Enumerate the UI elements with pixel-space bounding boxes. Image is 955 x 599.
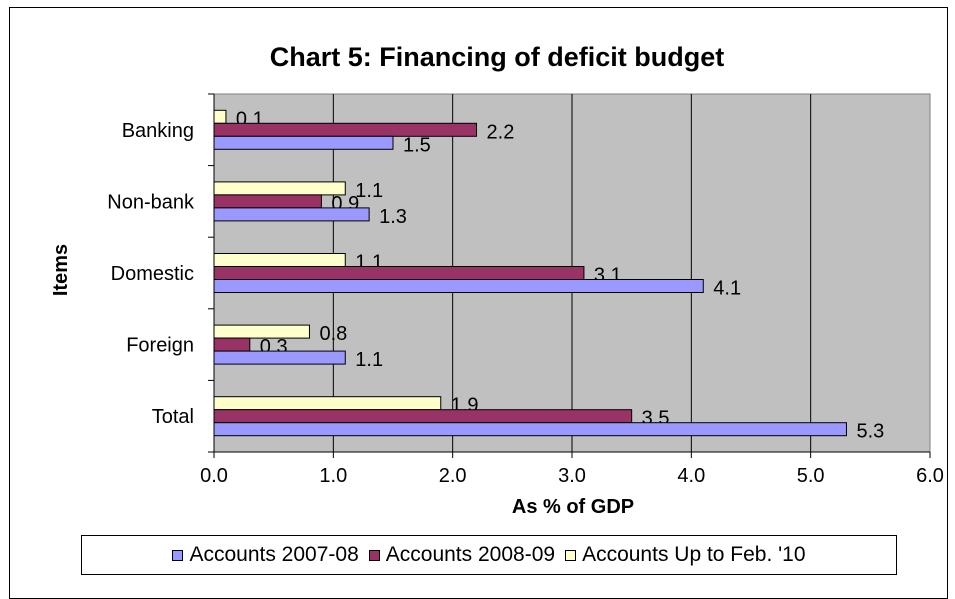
legend-label: Accounts 2007-08 [189, 543, 359, 566]
x-tick-label: 0.0 [200, 465, 228, 487]
bar [213, 324, 310, 339]
data-label: 1.1 [355, 349, 383, 371]
y-tick-label: Total [152, 406, 194, 428]
data-label: 1.1 [355, 180, 383, 202]
legend-item: Accounts 2008-09 [368, 543, 556, 567]
x-tick-label: 3.0 [558, 465, 586, 487]
y-tick-label: Non-bank [107, 191, 195, 213]
data-label: 2.2 [487, 121, 515, 143]
bar [213, 207, 370, 222]
bar [213, 266, 585, 280]
x-tick-label: 4.0 [677, 465, 705, 487]
chart-title: Chart 5: Financing of deficit budget [270, 42, 725, 72]
y-tick-label: Foreign [126, 335, 194, 357]
x-tick-label: 2.0 [439, 465, 467, 487]
data-label: 5.3 [856, 421, 884, 443]
bar [213, 396, 442, 411]
bar [213, 109, 227, 124]
y-tick-label: Domestic [111, 263, 194, 285]
bar [213, 122, 478, 137]
legend: Accounts 2007-08 Accounts 2008-09 Accoun… [81, 535, 897, 575]
legend-item: Accounts 2007-08 [172, 543, 359, 567]
x-axis-label: As % of GDP [512, 496, 634, 518]
data-label: 0.8 [319, 323, 347, 345]
data-label: 4.1 [713, 278, 741, 300]
legend-label: Accounts Up to Feb. '10 [582, 543, 806, 566]
legend-swatch-feb-10 [565, 549, 577, 561]
bar [213, 194, 322, 209]
legend-item: Accounts Up to Feb. '10 [565, 543, 806, 567]
legend-label: Accounts 2008-09 [385, 543, 556, 566]
legend-swatch-2008-09 [368, 549, 380, 561]
x-tick-label: 1.0 [319, 465, 347, 487]
bar [213, 337, 251, 352]
y-tick-label: Banking [122, 120, 194, 142]
x-tick-label: 5.0 [797, 465, 825, 487]
bar [213, 135, 394, 150]
data-label: 1.3 [379, 206, 407, 228]
bar [213, 181, 346, 196]
y-axis-label: Items [50, 244, 72, 296]
bar [213, 422, 847, 437]
bar [213, 350, 346, 365]
bar [213, 253, 346, 267]
x-tick-label: 6.0 [916, 465, 944, 487]
data-label: 1.5 [403, 134, 431, 156]
bar [213, 409, 633, 424]
legend-swatch-2007-08 [172, 549, 184, 561]
bar [213, 279, 704, 293]
